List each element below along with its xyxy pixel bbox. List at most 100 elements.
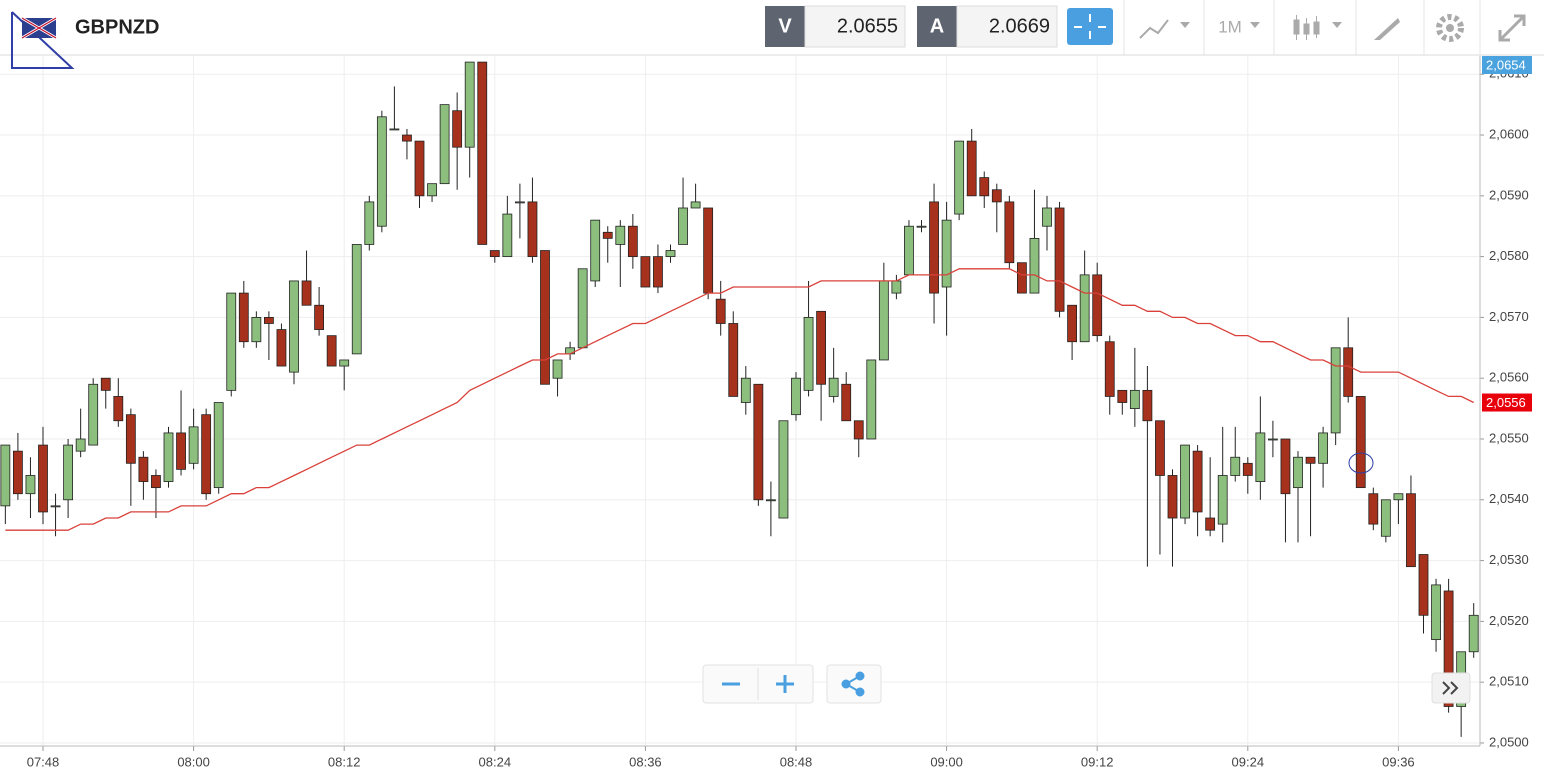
- candle-body: [1305, 456, 1316, 464]
- share-button[interactable]: [826, 664, 882, 704]
- candle-body: [251, 317, 262, 343]
- x-tick-label: 08:48: [780, 754, 813, 769]
- candle-body: [1343, 347, 1354, 397]
- x-tick-label: 08:00: [177, 754, 210, 769]
- candle-body: [1468, 614, 1479, 653]
- price-tag-label: 2,0556: [1486, 395, 1526, 410]
- candle-body: [1192, 450, 1203, 513]
- candle-body: [276, 329, 287, 367]
- candle-body: [778, 420, 789, 519]
- candle-body: [163, 432, 174, 482]
- candle-body: [389, 128, 400, 131]
- ask-box[interactable]: [956, 5, 1058, 48]
- candle-body: [828, 377, 839, 397]
- candle-body: [1104, 341, 1115, 397]
- candle-body: [226, 292, 237, 391]
- price-tag: [1482, 56, 1532, 74]
- candle-body: [791, 377, 801, 416]
- candle-body: [740, 377, 751, 403]
- candle-style-button[interactable]: [1293, 15, 1342, 40]
- candle-body: [38, 444, 48, 513]
- candle-body: [0, 444, 11, 507]
- candle-body: [1443, 590, 1454, 707]
- chart-type-button[interactable]: [1139, 19, 1190, 39]
- x-tick-label: 09:24: [1232, 754, 1265, 769]
- candle-body: [263, 317, 274, 324]
- zoom-in-button[interactable]: [776, 675, 794, 693]
- candle-body: [966, 140, 977, 197]
- candle-body: [25, 475, 36, 495]
- candle-body: [1230, 456, 1241, 476]
- candle-body: [1242, 462, 1253, 476]
- settings-hub: [1446, 24, 1454, 32]
- scroll-right-button[interactable]: [1431, 672, 1471, 704]
- y-tick-label: 2,0600: [1489, 126, 1529, 141]
- candle-body: [665, 250, 676, 258]
- moving-average-line: [5, 268, 1474, 531]
- crosshair-button[interactable]: [1067, 8, 1113, 45]
- candle-body: [1017, 262, 1027, 294]
- candle-body: [464, 61, 475, 148]
- candle-body: [502, 213, 513, 258]
- candle-body: [213, 402, 224, 489]
- y-tick-label: 2,0510: [1489, 674, 1529, 689]
- timeframe-button[interactable]: 1M: [1218, 17, 1242, 36]
- candle-body: [1079, 274, 1090, 343]
- candle-body: [991, 189, 1002, 203]
- candle-body: [402, 134, 412, 142]
- candle-body: [364, 201, 375, 245]
- candle-body: [1318, 432, 1328, 464]
- bid-badge: [765, 6, 805, 47]
- drawing-button[interactable]: [1374, 18, 1400, 40]
- price-tag: [1482, 393, 1532, 412]
- candle-body: [1330, 347, 1341, 434]
- candle-body: [954, 140, 965, 215]
- candle-body: [301, 280, 312, 306]
- candle-body: [1117, 389, 1128, 403]
- candle-body: [1393, 493, 1404, 501]
- x-tick-label: 07:48: [27, 754, 60, 769]
- candle-body: [841, 383, 852, 422]
- settings-button[interactable]: [1436, 14, 1464, 42]
- candle-body: [527, 201, 538, 258]
- candle-body: [853, 420, 864, 440]
- candle-body: [577, 268, 588, 349]
- candle-body: [12, 450, 23, 495]
- candle-body: [188, 426, 199, 464]
- candle-body: [414, 140, 425, 197]
- candle-body: [1029, 237, 1040, 294]
- x-tick-label: 09:36: [1382, 754, 1415, 769]
- candle-body: [50, 505, 61, 508]
- candle-body: [1067, 304, 1077, 343]
- y-tick-label: 2,0560: [1489, 370, 1529, 385]
- candle-body: [753, 383, 764, 501]
- candle-body: [489, 250, 500, 258]
- candle-body: [715, 298, 726, 324]
- fullscreen-button[interactable]: [1498, 14, 1526, 42]
- candle-body: [376, 116, 387, 227]
- candle-body: [916, 225, 927, 228]
- candle-body: [88, 383, 99, 446]
- timeframe-caret: [1250, 22, 1260, 28]
- candle-body: [1092, 274, 1103, 337]
- candle-body: [351, 244, 362, 355]
- candle-body: [1042, 207, 1052, 227]
- ask-price: 2.0669: [989, 15, 1050, 37]
- candle-body: [113, 396, 124, 422]
- candle-body: [602, 231, 613, 239]
- candle-body: [1129, 389, 1140, 409]
- plot: 2,0500 2,0510 2,0520 2,0530 2,0540 2,0550 2,05…: [0, 56, 1532, 769]
- candle-body: [100, 377, 111, 391]
- ask-badge: [917, 6, 957, 47]
- candle-body: [590, 219, 601, 282]
- x-tick-label: 08:36: [629, 754, 662, 769]
- x-tick-label: 09:00: [930, 754, 963, 769]
- ask-label: A: [930, 15, 944, 37]
- candle-body: [1355, 396, 1366, 489]
- y-tick-label: 2,0530: [1489, 552, 1529, 567]
- flag-cross-red: [21, 17, 57, 39]
- bid-box[interactable]: [804, 5, 906, 48]
- candle-body: [866, 359, 877, 440]
- share-icon: [841, 671, 865, 697]
- candle-body: [979, 177, 990, 197]
